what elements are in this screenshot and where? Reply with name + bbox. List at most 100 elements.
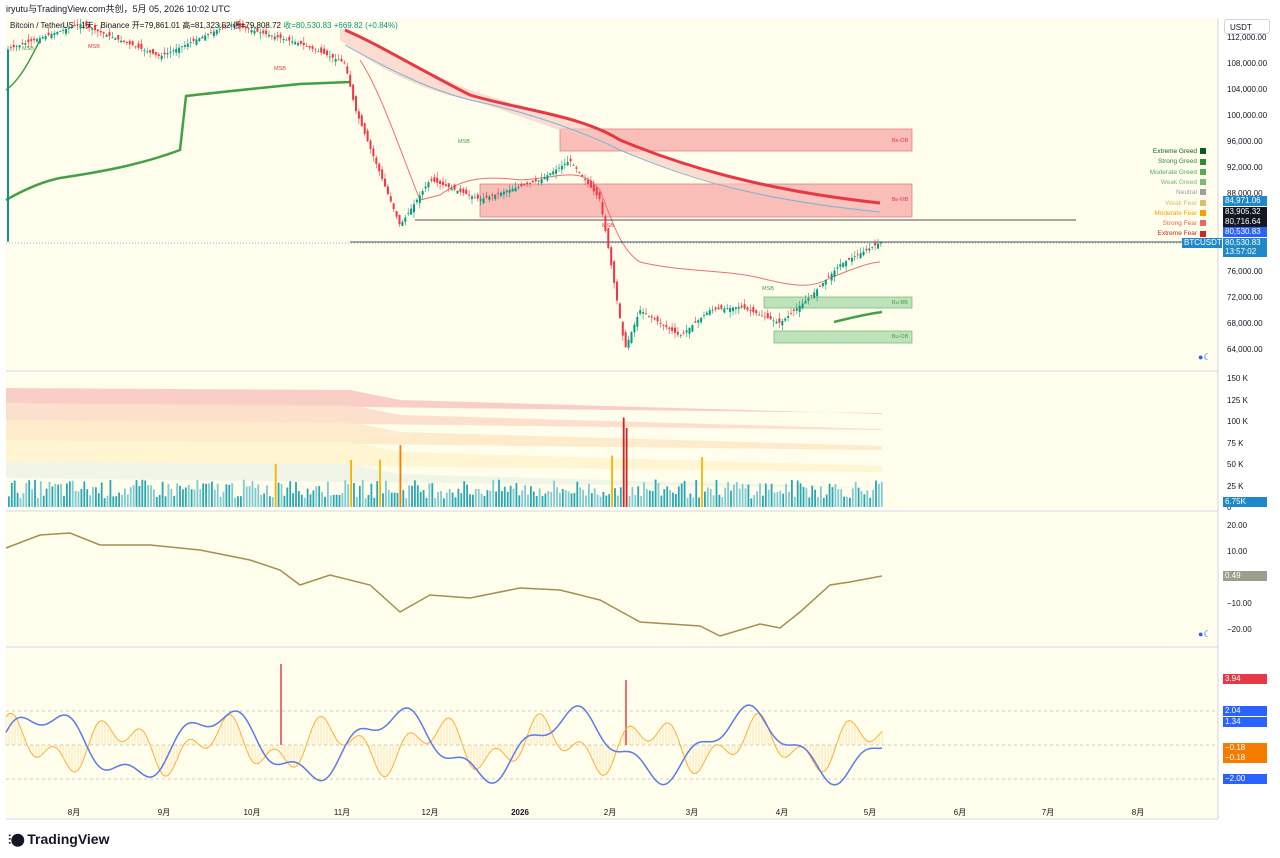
volume-bar bbox=[205, 483, 207, 507]
candle-body bbox=[749, 309, 752, 311]
fear-greed-legend-item: Neutral bbox=[1100, 189, 1206, 196]
price-tick-label: 112,000.00 bbox=[1227, 33, 1267, 42]
candle-body bbox=[285, 39, 288, 41]
volume-bar bbox=[585, 495, 587, 507]
volume-bar bbox=[657, 483, 660, 507]
volume-bar bbox=[556, 487, 558, 507]
candle-body bbox=[314, 49, 317, 51]
candle-body bbox=[349, 74, 352, 87]
volume-bar bbox=[460, 493, 463, 507]
volume-bar bbox=[74, 490, 77, 507]
candle-body bbox=[181, 46, 183, 48]
volume-bar bbox=[370, 483, 373, 507]
candle-body bbox=[44, 36, 47, 40]
candle-body bbox=[723, 308, 726, 313]
candle-body bbox=[328, 56, 331, 58]
volume-bar bbox=[654, 479, 657, 507]
volume-bar bbox=[454, 497, 457, 507]
volume-bar bbox=[48, 481, 51, 507]
volume-bar bbox=[83, 481, 86, 507]
time-tick-label: 2026 bbox=[511, 808, 529, 817]
candle-body bbox=[198, 38, 201, 41]
volume-bar bbox=[669, 489, 671, 507]
price-tick-label: 100,000.00 bbox=[1227, 111, 1268, 120]
candle-body bbox=[320, 47, 323, 53]
candle-body bbox=[679, 335, 682, 337]
candle-body bbox=[572, 165, 575, 166]
volume-bar bbox=[637, 486, 640, 507]
candle-body bbox=[740, 305, 743, 308]
volume-bar bbox=[663, 489, 666, 507]
volume-bar bbox=[150, 485, 152, 507]
candle-body bbox=[340, 58, 343, 62]
candle-body bbox=[50, 34, 53, 39]
candle-body bbox=[207, 34, 210, 35]
candle-body bbox=[369, 140, 372, 149]
candle-body bbox=[56, 31, 59, 35]
wave-panel-bg bbox=[6, 648, 1218, 818]
volume-bar bbox=[405, 498, 408, 507]
volume-bar bbox=[706, 487, 709, 507]
volume-bar bbox=[846, 496, 848, 507]
volume-bar bbox=[306, 488, 309, 507]
volume-bar bbox=[660, 495, 663, 507]
candle-body bbox=[62, 29, 65, 31]
volume-bar bbox=[814, 489, 816, 507]
candle-body bbox=[674, 327, 676, 333]
volume-bar bbox=[71, 480, 74, 507]
candle-body bbox=[618, 303, 621, 319]
volume-bar bbox=[393, 492, 396, 507]
candle-body bbox=[639, 310, 642, 314]
time-tick-label: 10月 bbox=[244, 808, 261, 817]
candle-body bbox=[877, 243, 879, 249]
candle-body bbox=[433, 177, 436, 182]
volume-bar bbox=[709, 488, 712, 507]
candle-body bbox=[621, 321, 624, 336]
volume-bar bbox=[121, 494, 123, 507]
candle-body bbox=[616, 281, 618, 301]
volume-bar bbox=[89, 495, 91, 507]
candle-body bbox=[392, 203, 395, 210]
volume-bar bbox=[614, 488, 616, 507]
candle-body bbox=[714, 307, 717, 310]
candle-body bbox=[453, 184, 456, 190]
candle-body bbox=[331, 53, 334, 58]
candle-body bbox=[73, 24, 76, 26]
price-tick-label: 68,000.00 bbox=[1227, 319, 1263, 328]
sentiment-oscillator-line bbox=[5, 532, 883, 637]
volume-bar bbox=[22, 493, 25, 507]
candle-body bbox=[642, 312, 645, 314]
volume-bar bbox=[489, 490, 492, 507]
candle-body bbox=[427, 182, 430, 188]
volume-bar bbox=[312, 490, 315, 507]
candle-body bbox=[732, 307, 734, 312]
volume-bar bbox=[538, 488, 541, 507]
candle-body bbox=[421, 191, 424, 195]
price-tag: 83,905.32 bbox=[1223, 207, 1267, 217]
volume-bar bbox=[793, 496, 796, 507]
volume-bar bbox=[196, 480, 199, 507]
volume-bar bbox=[318, 485, 321, 507]
volume-bar bbox=[573, 493, 576, 507]
tradingview-brand[interactable]: ⫶⬤ TradingView bbox=[8, 831, 109, 848]
candle-body bbox=[378, 163, 381, 172]
moon-icon[interactable]: ●☾ bbox=[1198, 629, 1212, 639]
volume-bar bbox=[680, 483, 683, 507]
candle-body bbox=[665, 325, 668, 328]
volume-bar bbox=[582, 489, 584, 507]
time-tick-label: 3月 bbox=[686, 808, 698, 817]
moon-icon[interactable]: ●☾ bbox=[1198, 352, 1212, 362]
volume-bar bbox=[211, 481, 213, 507]
oscillator-tick-label: 10.00 bbox=[1227, 547, 1248, 556]
volume-bar bbox=[39, 481, 42, 507]
candle-body bbox=[294, 42, 297, 45]
ohlc-legend: Bitcoin / TetherUS · 1天 · Binance 开=79,8… bbox=[10, 20, 398, 31]
volume-bar bbox=[68, 481, 71, 507]
volume-bar bbox=[286, 487, 289, 507]
currency-button[interactable]: USDT bbox=[1224, 19, 1270, 34]
volume-bar bbox=[350, 459, 352, 507]
volume-bar bbox=[561, 489, 564, 507]
volume-bar bbox=[257, 484, 260, 507]
volume-bar bbox=[683, 480, 686, 507]
